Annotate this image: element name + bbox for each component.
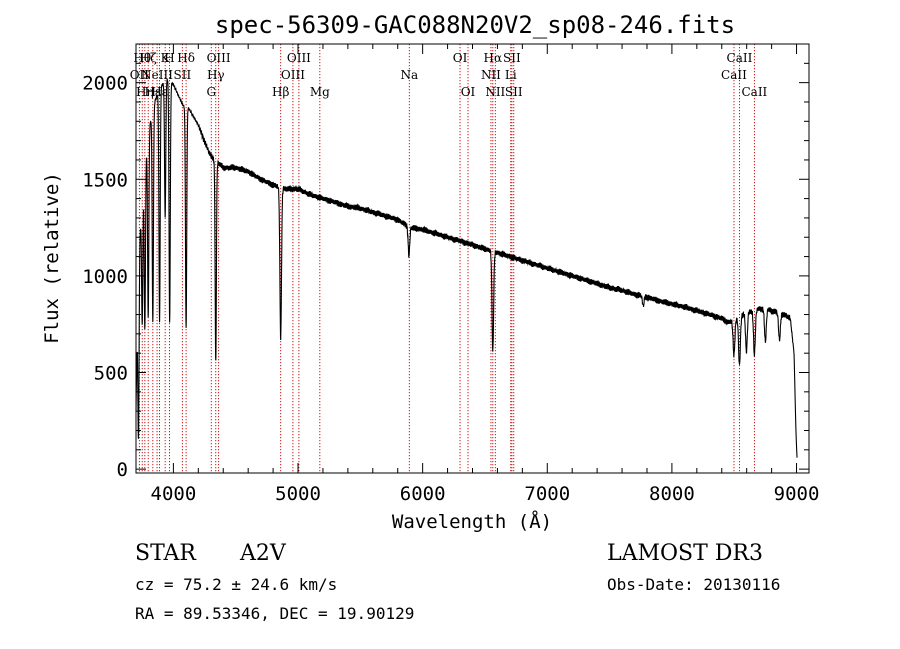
line-marker-label: G bbox=[206, 85, 216, 99]
line-marker-label: Hγ bbox=[207, 68, 225, 82]
line-marker-label: SII bbox=[503, 51, 521, 65]
line-marker-label: Hβ bbox=[272, 85, 289, 99]
line-marker-label: OII bbox=[130, 68, 150, 82]
line-marker-label: CaII bbox=[721, 68, 747, 82]
line-marker-label: OI bbox=[453, 51, 468, 65]
x-axis: 4000 5000 6000 7000 8000 9000 bbox=[151, 44, 820, 505]
line-marker-label: H bbox=[164, 51, 174, 65]
y-tick-label: 1000 bbox=[82, 266, 128, 288]
object-class: STAR bbox=[135, 541, 197, 566]
line-marker-label: Li bbox=[505, 68, 517, 82]
line-marker-label: OIII bbox=[281, 68, 305, 82]
y-axis: 0 500 1000 1500 2000 bbox=[82, 43, 809, 481]
x-tick-label: 4000 bbox=[151, 483, 197, 505]
line-marker-label: Hε bbox=[151, 85, 168, 99]
line-marker-label: OIII bbox=[287, 51, 311, 65]
line-marker-label: NeIII bbox=[141, 68, 173, 82]
x-tick-label: 8000 bbox=[649, 483, 695, 505]
y-tick-label: 0 bbox=[117, 459, 128, 481]
coordinates: RA = 89.53346, DEC = 19.90129 bbox=[135, 604, 414, 623]
y-tick-label: 2000 bbox=[82, 73, 128, 95]
line-marker-label: Hθ bbox=[133, 51, 151, 65]
line-marker-label: Hη bbox=[136, 85, 154, 99]
x-tick-label: 5000 bbox=[275, 483, 321, 505]
survey-name: LAMOST DR3 bbox=[607, 541, 763, 566]
emission-line-markers bbox=[138, 44, 755, 473]
line-marker-label: Na bbox=[400, 68, 418, 82]
line-marker-label: CaII bbox=[741, 85, 767, 99]
y-tick-label: 1500 bbox=[82, 169, 128, 191]
redshift-cz: cz = 75.2 ± 24.6 km/s bbox=[135, 575, 337, 594]
chart-title: spec-56309-GAC088N20V2_sp08-246.fits bbox=[215, 11, 735, 39]
plot-frame bbox=[135, 43, 810, 474]
line-marker-label: NII bbox=[481, 68, 501, 82]
y-tick-label: 500 bbox=[94, 363, 128, 385]
line-marker-label: Hδ bbox=[177, 51, 195, 65]
line-marker-label: SII bbox=[505, 85, 523, 99]
x-tick-label: 9000 bbox=[774, 483, 820, 505]
emission-line-labels: OIIHθHηHζHεNeIIIHεKHSIIHδGHγOIIIHβOIIIOI… bbox=[130, 51, 768, 99]
line-marker-label: OI bbox=[461, 85, 476, 99]
line-marker-label: Mg bbox=[310, 85, 330, 99]
x-tick-label: 6000 bbox=[400, 483, 446, 505]
line-marker-label: CaII bbox=[727, 51, 753, 65]
object-subclass: A2V bbox=[239, 541, 287, 566]
line-marker-label: Hζ bbox=[140, 51, 157, 65]
line-marker-label: NII bbox=[485, 85, 505, 99]
spectrum-line bbox=[135, 78, 798, 458]
x-axis-label: Wavelength (Å) bbox=[392, 510, 552, 533]
line-marker-label: K bbox=[161, 51, 171, 65]
line-marker-label: Hα bbox=[484, 51, 503, 65]
x-tick-label: 7000 bbox=[524, 483, 570, 505]
line-marker-label: OIII bbox=[207, 51, 231, 65]
obs-date: Obs-Date: 20130116 bbox=[607, 575, 780, 594]
y-axis-label: Flux (relative) bbox=[41, 172, 63, 344]
line-marker-label: SII bbox=[174, 68, 192, 82]
